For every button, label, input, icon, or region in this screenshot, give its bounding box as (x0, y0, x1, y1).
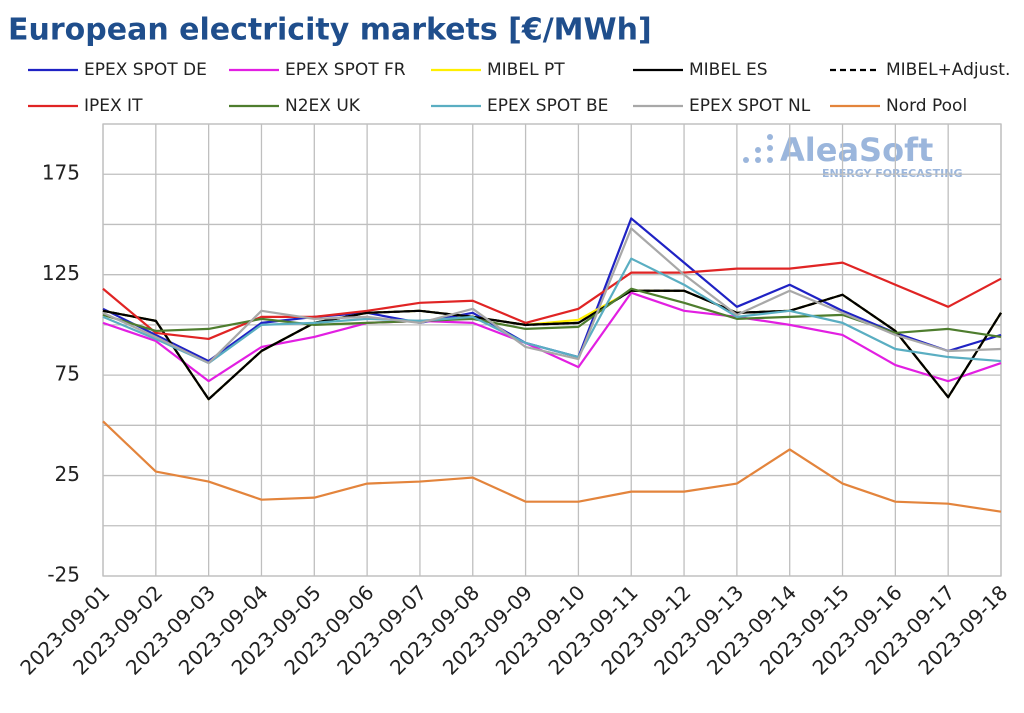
y-tick-label: 25 (55, 462, 80, 486)
legend-label: MIBEL+Adjust. (886, 60, 1010, 80)
series-line (102, 420, 1002, 513)
legend-label: EPEX SPOT BE (487, 96, 608, 116)
series-line (102, 289, 1002, 401)
y-tick-label: 175 (42, 161, 80, 185)
series-line (102, 257, 1002, 365)
y-tick-label: -25 (47, 563, 80, 587)
chart-title: European electricity markets [€/MWh] (8, 13, 652, 48)
legend-label: EPEX SPOT FR (285, 60, 406, 80)
y-tick-label: 75 (55, 362, 80, 386)
legend-label: Nord Pool (886, 96, 967, 116)
legend-label: MIBEL PT (487, 60, 565, 80)
legend-label: IPEX IT (84, 96, 143, 116)
watermark: AleaSoft ENERGY FORECASTING (743, 131, 962, 180)
series-line (102, 287, 1002, 339)
legend-label: EPEX SPOT NL (689, 96, 811, 116)
watermark-tagline: ENERGY FORECASTING (822, 167, 962, 180)
y-tick-label: 125 (42, 261, 80, 285)
series-line (102, 227, 1002, 365)
series-line (102, 289, 1002, 401)
series-line (102, 291, 1002, 383)
legend-label: EPEX SPOT DE (84, 60, 207, 80)
legend-label: N2EX UK (285, 96, 361, 116)
watermark-name: AleaSoft (780, 131, 933, 169)
series-line (102, 289, 1002, 401)
legend-label: MIBEL ES (689, 60, 768, 80)
series-line (102, 217, 1002, 363)
